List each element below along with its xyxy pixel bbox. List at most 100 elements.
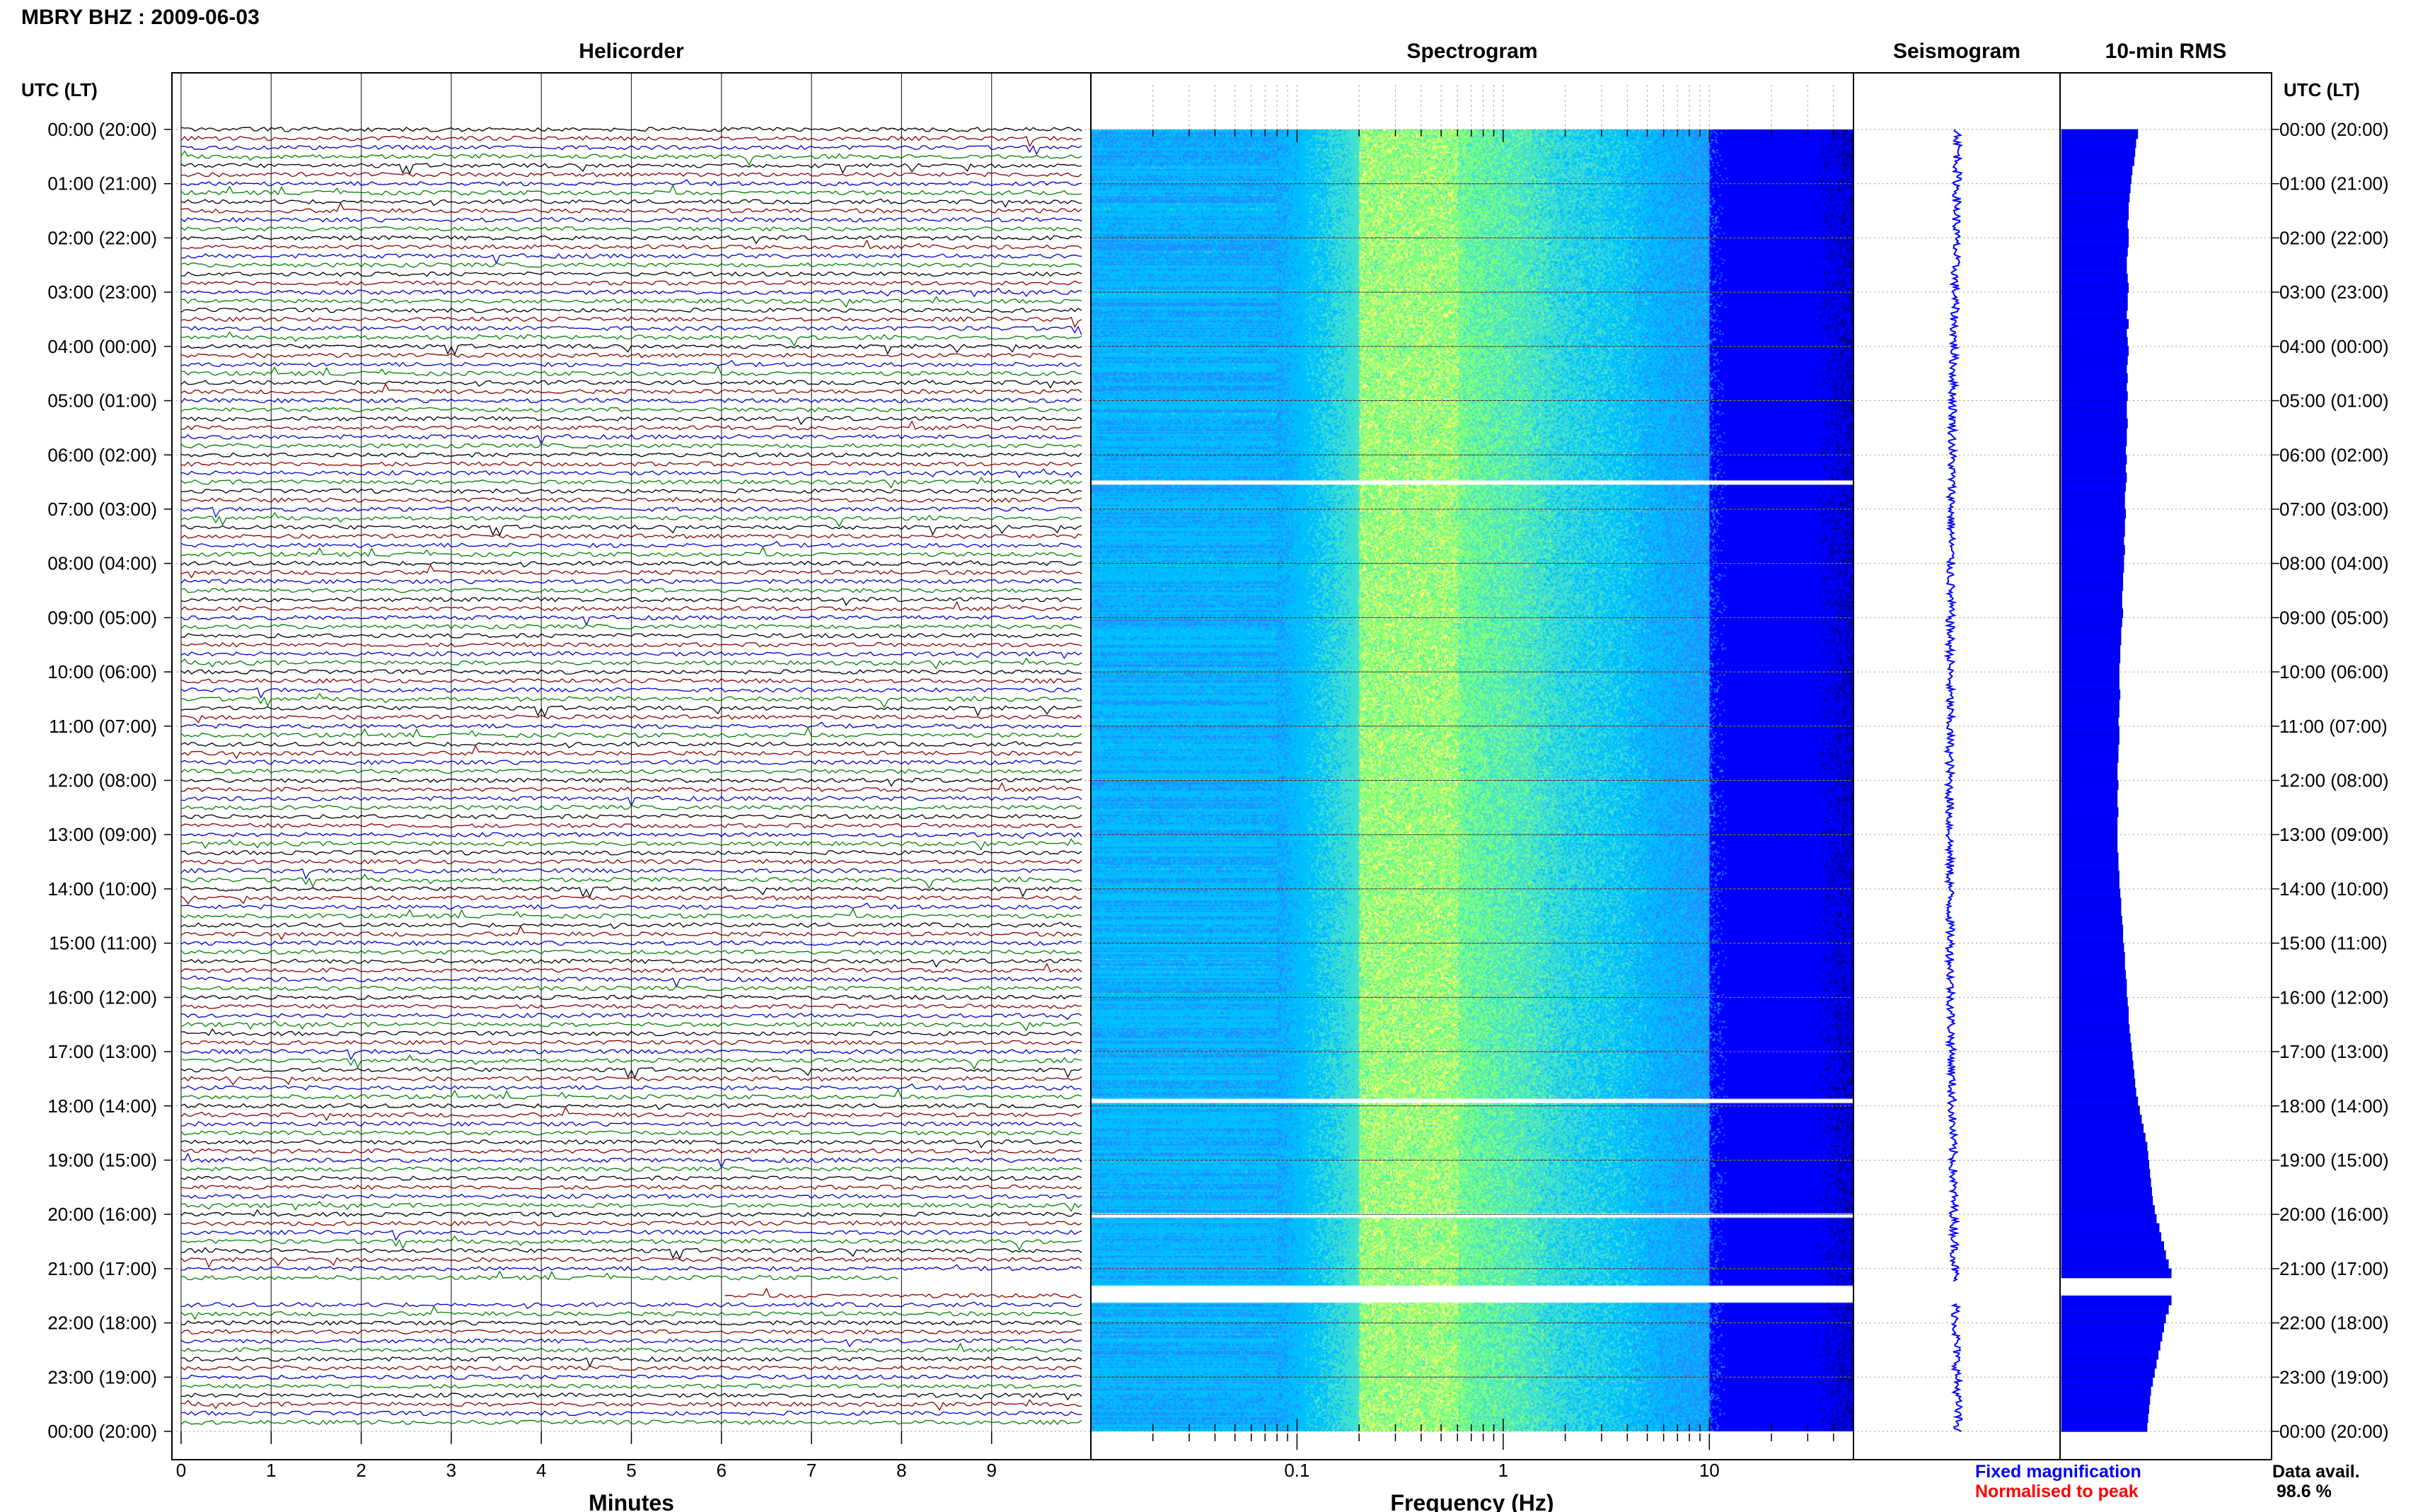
y-tick-label-right: 03:00 (23:00) [2279, 281, 2389, 303]
helicorder-trace [180, 985, 1082, 991]
rms-bar [2061, 545, 2125, 555]
helicorder-trace [180, 940, 1082, 946]
helicorder-trace [180, 533, 1082, 540]
helicorder-trace [180, 1039, 1082, 1045]
rms-bar [2061, 816, 2118, 827]
y-tick-label-left: 07:00 (03:00) [47, 499, 157, 520]
rms-bar [2061, 590, 2122, 600]
rms-bar [2061, 1322, 2165, 1333]
helicorder-trace [180, 687, 1082, 699]
y-tick-label-left: 22:00 (18:00) [47, 1313, 157, 1334]
y-tick-label-right: 12:00 (08:00) [2279, 770, 2389, 791]
helicorder-trace [180, 832, 1082, 839]
helicorder-trace [180, 1270, 898, 1281]
y-tick-label-left: 10:00 (06:00) [47, 661, 157, 682]
helicorder-trace [180, 1013, 1082, 1020]
rms-bar [2061, 1214, 2157, 1224]
y-tick-label-right: 08:00 (04:00) [2279, 553, 2389, 574]
y-tick-label-right: 10:00 (06:00) [2279, 661, 2389, 682]
rms-bar [2061, 834, 2118, 844]
rms-bar [2061, 988, 2127, 999]
rms-bar [2061, 970, 2127, 980]
rms-panel [2061, 129, 2172, 1432]
rms-bar [2061, 771, 2118, 781]
rms-bar [2061, 1368, 2155, 1378]
helicorder-trace [180, 560, 1082, 568]
y-tick-label-right: 16:00 (12:00) [2279, 987, 2389, 1008]
rms-bar [2061, 879, 2119, 890]
helicorder-trace [180, 564, 1082, 579]
rms-bar [2061, 1069, 2134, 1080]
rms-bar [2061, 165, 2133, 175]
helicorder-trace [180, 172, 1082, 178]
rms-bar [2061, 391, 2128, 402]
helicorder-trace [181, 1121, 1082, 1127]
helicorder-xlabel: Minutes [589, 1490, 674, 1512]
spectrogram-xlabel: Frequency (Hz) [1390, 1490, 1554, 1512]
helicorder-trace [180, 714, 1082, 723]
helicorder-trace [180, 859, 1082, 865]
rms-bar [2061, 482, 2127, 492]
rms-bar [2061, 1232, 2162, 1243]
station-title: MBRY BHZ : 2009-06-03 [21, 6, 260, 29]
minute-tick-label: 3 [446, 1460, 456, 1481]
rms-bar [2061, 897, 2122, 908]
helicorder-trace [180, 1193, 1082, 1199]
y-tick-label-left: 20:00 (16:00) [47, 1204, 157, 1225]
helicorder-trace [180, 506, 1082, 518]
rms-bar [2061, 888, 2121, 899]
seismogram-panel [1943, 129, 1964, 1432]
rms-bar [2061, 291, 2128, 302]
seismogram-title: Seismogram [1893, 40, 2020, 63]
rms-bar [2061, 1404, 2149, 1414]
y-axis-label-left: UTC (LT) [21, 79, 98, 100]
helicorder-trace [180, 452, 1082, 458]
helicorder-trace [180, 578, 1082, 585]
rms-bar [2061, 735, 2119, 745]
rms-bar [2061, 283, 2129, 293]
helicorder-trace [180, 1130, 1082, 1136]
rms-bar [2061, 852, 2119, 863]
y-tick-label-right: 22:00 (18:00) [2279, 1313, 2389, 1334]
y-tick-label-left: 03:00 (23:00) [47, 281, 157, 303]
helicorder-trace [180, 588, 1082, 593]
y-tick-label-left: 18:00 (14:00) [47, 1095, 157, 1117]
helicorder-trace [180, 1209, 1082, 1217]
minute-tick-label: 5 [626, 1460, 636, 1481]
seismogram-trace [1943, 129, 1964, 1432]
rms-bar [2061, 1359, 2157, 1369]
rms-bar [2061, 337, 2128, 347]
y-tick-label-left: 00:00 (20:00) [47, 119, 157, 140]
helicorder-trace [180, 287, 1082, 298]
rms-bar [2061, 744, 2119, 754]
y-tick-label-left: 17:00 (13:00) [47, 1041, 157, 1062]
rms-bar [2061, 726, 2119, 736]
rms-bar [2061, 1177, 2151, 1188]
helicorder-trace [180, 271, 1082, 277]
helicorder-trace [180, 1356, 1082, 1368]
rms-bar [2061, 427, 2127, 438]
helicorder-trace [180, 184, 1082, 196]
rms-bar [2061, 210, 2129, 221]
rms-bar [2061, 1168, 2151, 1179]
rms-bar [2061, 1241, 2165, 1252]
helicorder-trace [180, 838, 1082, 851]
rms-bar [2061, 1187, 2152, 1197]
rms-bar [2061, 527, 2125, 537]
rms-bar [2061, 997, 2128, 1007]
rms-bar [2061, 301, 2128, 311]
helicorder-trace [180, 958, 1082, 968]
rms-bar [2061, 219, 2128, 230]
helicorder-panel: 0 1 2 3 4 5 6 7 8 9 Minutes [172, 73, 2272, 1512]
rms-bar [2061, 1105, 2140, 1116]
rms-bar [2061, 943, 2124, 953]
y-tick-label-left: 02:00 (22:00) [47, 227, 157, 248]
helicorder-trace [180, 949, 1082, 955]
rms-bar [2061, 1141, 2148, 1152]
helicorder-trace [180, 813, 1082, 820]
helicorder-trace [180, 179, 1082, 187]
helicorder-trace [180, 975, 1082, 988]
helicorder-trace [180, 1066, 1082, 1079]
rms-bar [2061, 1349, 2159, 1360]
rms-bar [2061, 499, 2125, 510]
